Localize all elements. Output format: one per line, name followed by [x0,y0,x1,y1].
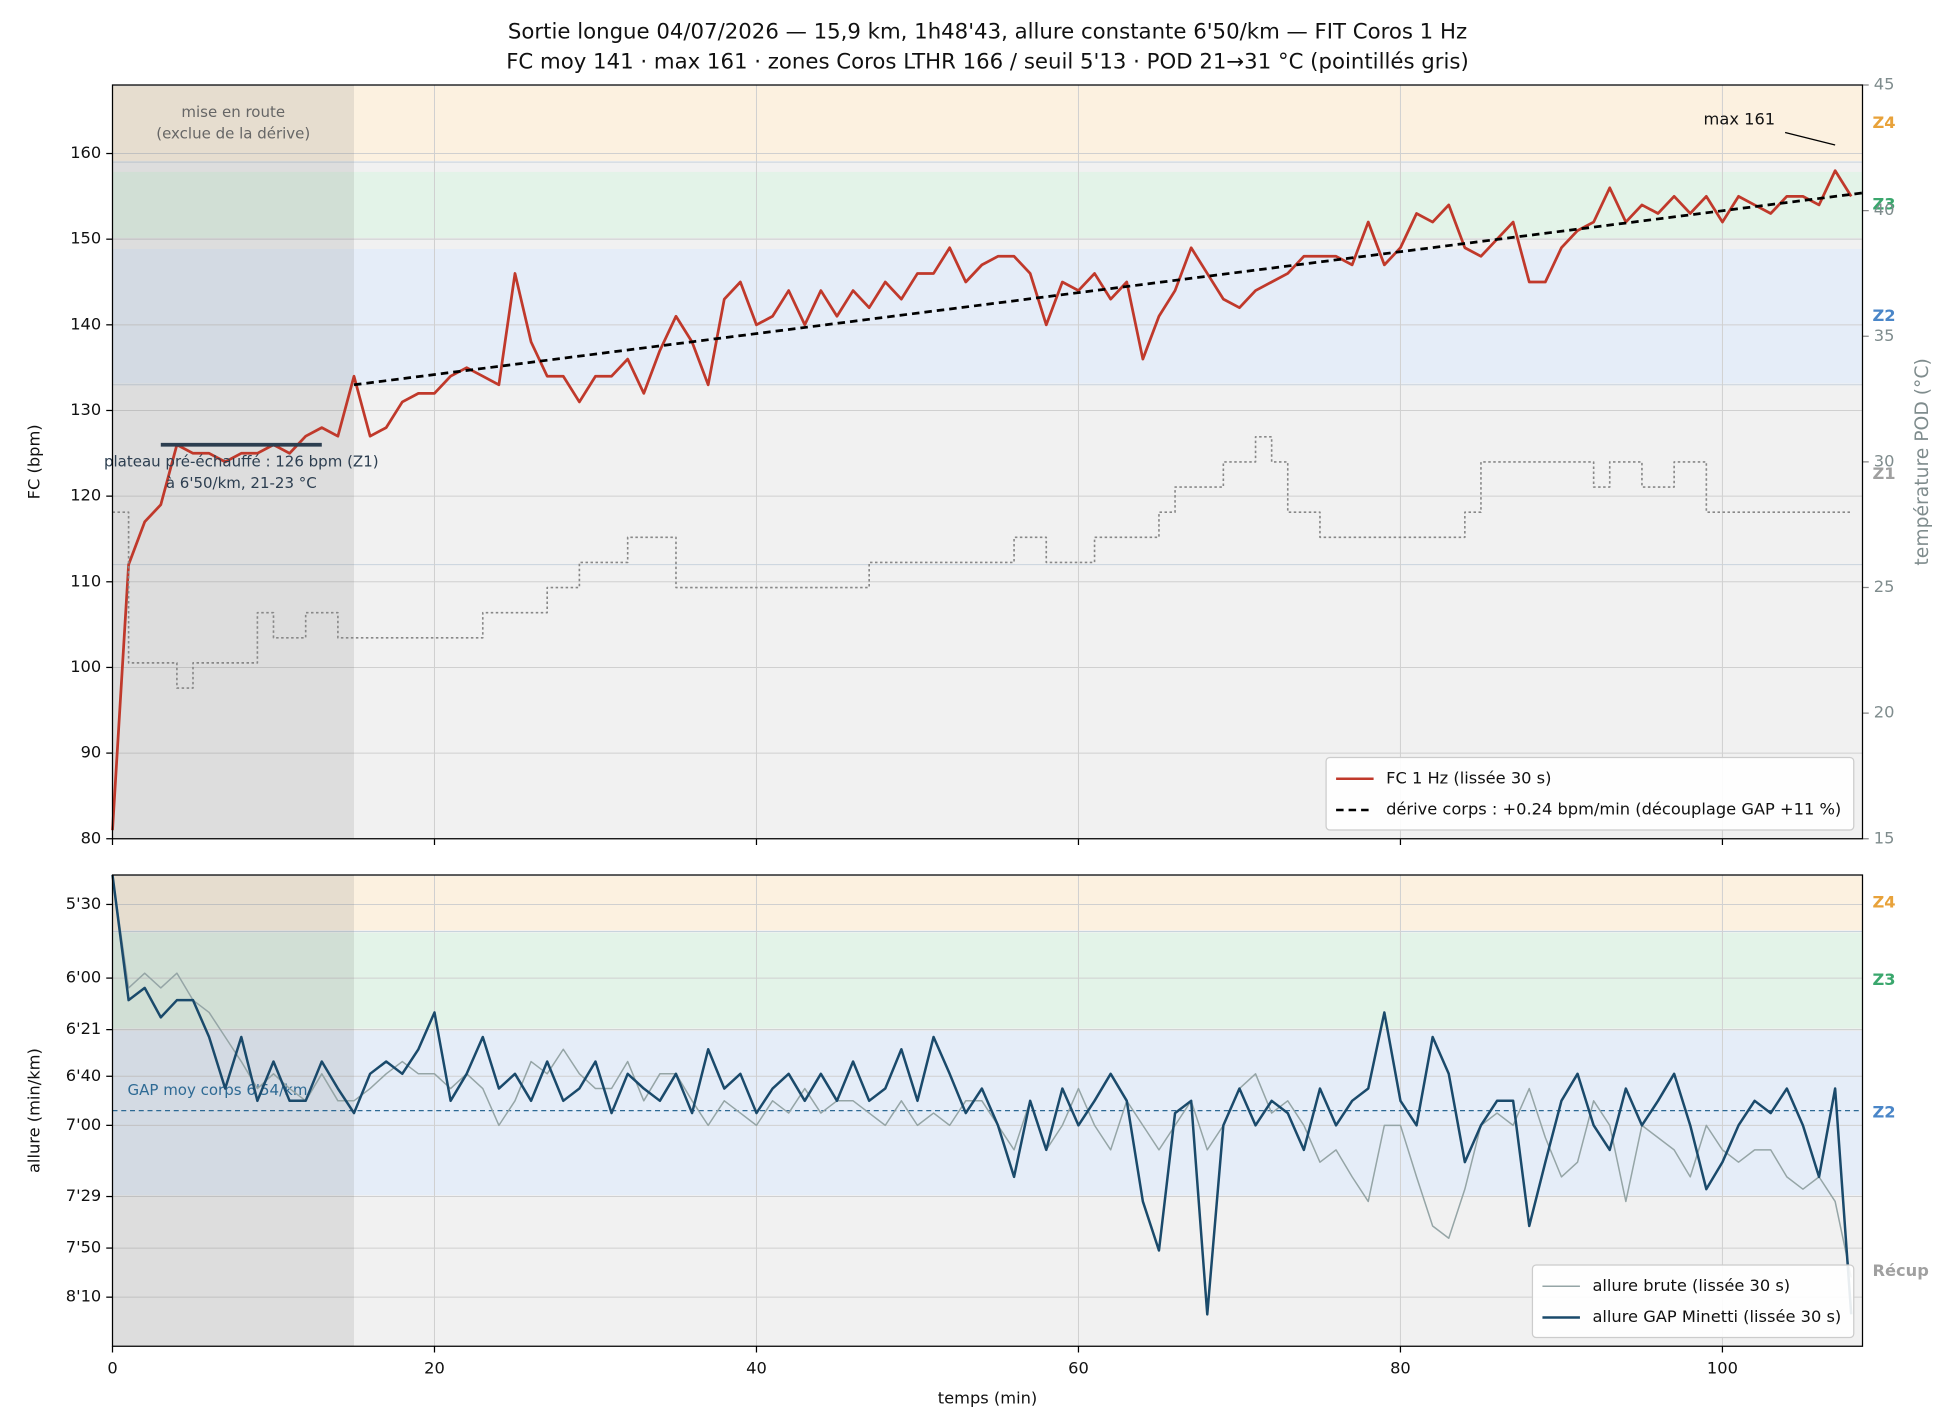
y-tick-label: 90 [81,743,102,762]
warmup-label: mise en route [181,103,285,121]
y-tick-label: 6'40 [66,1066,101,1085]
y-axis-label: allure (min/km) [24,1048,43,1173]
y-tick-label: 120 [70,486,101,505]
y-tick-label: 160 [70,143,101,162]
y2-tick-label: 20 [1874,703,1895,722]
y-axis-label: FC (bpm) [24,424,43,499]
y-tick-label: 110 [70,571,101,590]
x-tick-label: 100 [1707,1358,1738,1377]
plateau-label: plateau pré-échauffé : 126 bpm (Z1) [104,453,379,471]
plateau-label: à 6'50/km, 21-23 °C [166,474,317,492]
zone-label: Z2 [1873,306,1896,325]
series-line [111,874,1853,1316]
gap-mean-label: GAP moy corps 6'54/km [128,1081,308,1099]
legend: allure brute (lissée 30 s) allure GAP Min… [1531,1264,1855,1339]
y-tick-label: 8'10 [66,1287,101,1306]
x-tick-label: 0 [107,1358,117,1377]
zone-label: Z2 [1873,1103,1896,1122]
series-line [353,191,1863,387]
zone-label: Z1 [1873,464,1896,483]
zone-band [112,932,1863,1029]
y2-tick-label: 25 [1874,577,1895,596]
x-tick-label: 40 [746,1358,767,1377]
series-line [111,169,1853,831]
legend-label: FC 1 Hz (lissée 30 s) [1386,768,1551,787]
legend: FC 1 Hz (lissée 30 s) dérive corps : +0.2… [1325,756,1855,831]
legend-box [1325,756,1855,831]
legend-label: allure GAP Minetti (lissée 30 s) [1592,1307,1841,1326]
zone-label: Z4 [1873,893,1896,912]
legend-label: dérive corps : +0.24 bpm/min (découplage… [1386,800,1841,819]
plot-frame [111,874,1864,1347]
warmup-label: (exclue de la dérive) [156,124,310,142]
y-tick-label: 130 [70,400,101,419]
y-tick-label: 7'00 [66,1115,101,1134]
y-tick-label: 6'21 [66,1019,101,1038]
zone-band [112,248,1863,384]
y-tick-label: 7'50 [66,1238,101,1257]
max-label: max 161 [1704,109,1776,128]
y2-tick-label: 40 [1874,200,1895,219]
y-tick-label: 100 [70,657,101,676]
warmup-shade [112,875,354,1347]
y2-tick-label: 35 [1874,326,1895,345]
y-tick-label: 7'29 [66,1186,101,1205]
y-tick-label: 5'30 [66,894,101,913]
x-axis-label: temps (min) [938,1388,1037,1407]
y2-tick-label: 15 [1874,828,1895,847]
zone-label: Z3 [1873,970,1896,989]
plot-frame [111,84,1864,840]
legend-label: allure brute (lissée 30 s) [1592,1276,1790,1295]
y2-tick-label: 30 [1874,451,1895,470]
zone-label: Z3 [1873,194,1896,213]
zone-band [112,386,1863,564]
y-tick-label: 6'00 [66,968,101,987]
x-tick-label: 60 [1068,1358,1089,1377]
x-tick-label: 20 [424,1358,445,1377]
zone-band [112,876,1863,931]
x-tick-label: 80 [1390,1358,1411,1377]
y2-axis-label: température POD (°C) [1912,358,1933,565]
y-tick-label: 80 [81,828,102,847]
chart-title: Sortie longue 04/07/2026 — 15,9 km, 1h48… [508,20,1467,45]
max-arrow [1784,131,1836,146]
series-line [111,874,1852,1278]
warmup-shade [112,85,354,839]
chart-subtitle: FC moy 141 · max 161 · zones Coros LTHR … [506,50,1469,75]
legend-box [1531,1264,1855,1339]
zone-label: Z4 [1873,113,1896,132]
y2-tick-label: 45 [1874,75,1895,94]
y-tick-label: 140 [70,314,101,333]
y-tick-label: 150 [70,229,101,248]
zone-label: Récup [1873,1261,1929,1280]
zone-band [112,86,1863,161]
zone-band [112,171,1863,238]
zone-band [112,1030,1863,1196]
